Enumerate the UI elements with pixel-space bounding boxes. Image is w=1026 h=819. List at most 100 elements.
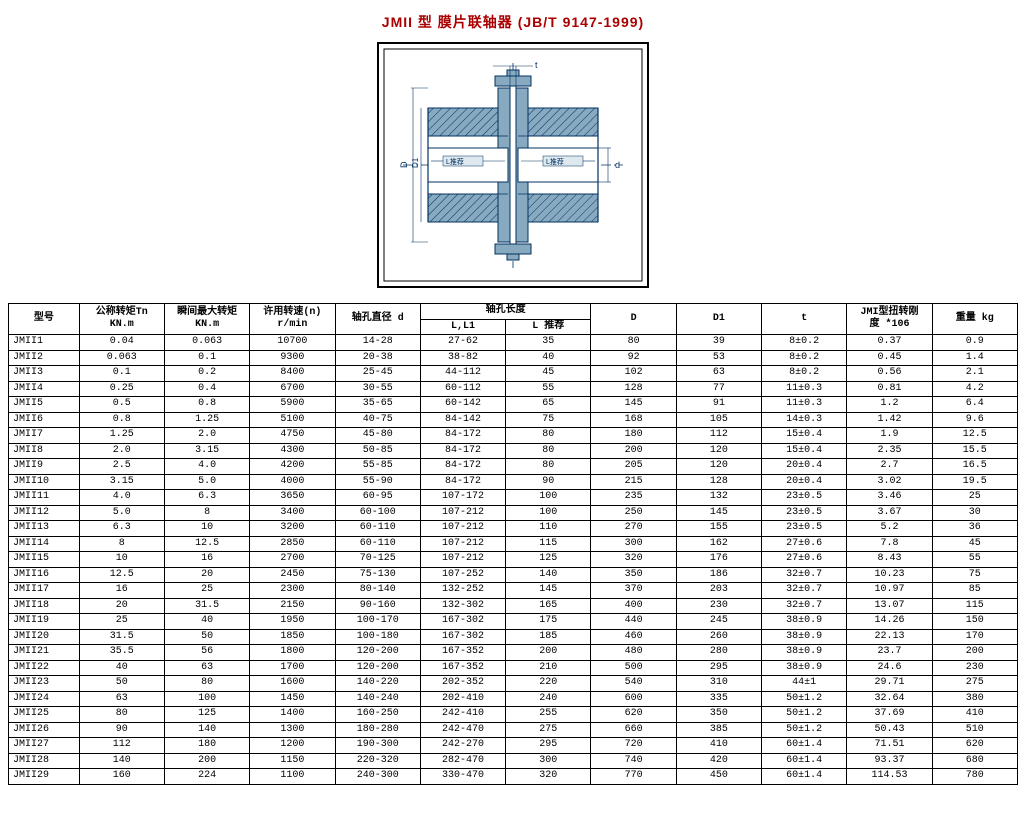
table-cell: 25 — [79, 614, 164, 630]
table-cell: 160-250 — [335, 707, 420, 723]
table-row: JMII136.310320060-110107-21211027015523±… — [9, 521, 1018, 537]
table-cell: 3650 — [250, 490, 335, 506]
table-cell: 35-65 — [335, 397, 420, 413]
table-cell: 27±0.6 — [762, 536, 847, 552]
table-cell: 40-75 — [335, 412, 420, 428]
table-cell: 115 — [506, 536, 591, 552]
table-cell: 20 — [164, 567, 249, 583]
table-cell: 0.37 — [847, 335, 932, 351]
table-cell: 50±1.2 — [762, 691, 847, 707]
table-cell: 60-112 — [420, 381, 505, 397]
table-cell: 44-112 — [420, 366, 505, 382]
table-cell: 1800 — [250, 645, 335, 661]
table-cell: 0.25 — [79, 381, 164, 397]
table-cell: 330-470 — [420, 769, 505, 785]
table-cell: 1.42 — [847, 412, 932, 428]
table-cell: 320 — [591, 552, 676, 568]
table-cell: 1.25 — [164, 412, 249, 428]
table-header: 型号 公称转矩Tn KN.m 瞬间最大转矩 KN.m 许用转速(n) r/min… — [9, 304, 1018, 335]
table-cell: 3.15 — [79, 474, 164, 490]
table-cell: 112 — [79, 738, 164, 754]
table-cell: 100-180 — [335, 629, 420, 645]
table-cell: 107-252 — [420, 567, 505, 583]
table-cell: 300 — [591, 536, 676, 552]
table-cell: 20±0.4 — [762, 474, 847, 490]
table-cell: JMII12 — [9, 505, 80, 521]
table-cell: 162 — [676, 536, 761, 552]
table-cell: 38±0.9 — [762, 614, 847, 630]
table-cell: 2.35 — [847, 443, 932, 459]
table-cell: 63 — [164, 660, 249, 676]
table-cell: 240-300 — [335, 769, 420, 785]
th-bore-d: 轴孔直径 d — [335, 304, 420, 335]
table-cell: 155 — [676, 521, 761, 537]
table-cell: 8400 — [250, 366, 335, 382]
table-cell: 14-28 — [335, 335, 420, 351]
svg-text:L推荐: L推荐 — [546, 157, 564, 166]
table-cell: 120 — [676, 443, 761, 459]
table-cell: 120-200 — [335, 660, 420, 676]
table-cell: 31.5 — [164, 598, 249, 614]
table-row: JMII271121801200190-300242-2702957204106… — [9, 738, 1018, 754]
table-cell: 145 — [591, 397, 676, 413]
table-cell: 202-410 — [420, 691, 505, 707]
table-cell: 230 — [676, 598, 761, 614]
table-row: JMII25801251400160-250242-41025562035050… — [9, 707, 1018, 723]
table-row: JMII281402001150220-320282-4703007404206… — [9, 753, 1018, 769]
table-cell: 100-170 — [335, 614, 420, 630]
table-cell: 167-302 — [420, 614, 505, 630]
table-cell: 80 — [506, 459, 591, 475]
table-cell: 0.56 — [847, 366, 932, 382]
th-stiffness: JMI型扭转刚 度 *106 — [847, 304, 932, 335]
table-cell: 4.0 — [164, 459, 249, 475]
table-cell: 65 — [506, 397, 591, 413]
table-cell: 380 — [932, 691, 1017, 707]
table-cell: 0.1 — [164, 350, 249, 366]
table-cell: 50±1.2 — [762, 722, 847, 738]
table-cell: 8±0.2 — [762, 335, 847, 351]
table-cell: 20 — [79, 598, 164, 614]
table-cell: 14.26 — [847, 614, 932, 630]
table-cell: JMII1 — [9, 335, 80, 351]
table-cell: 84-172 — [420, 474, 505, 490]
table-row: JMII14812.5285060-110107-21211530016227±… — [9, 536, 1018, 552]
table-cell: 500 — [591, 660, 676, 676]
table-cell: JMII17 — [9, 583, 80, 599]
table-row: JMII125.08340060-100107-21210025014523±0… — [9, 505, 1018, 521]
th-L-L1: L,L1 — [420, 319, 505, 335]
table-cell: 2150 — [250, 598, 335, 614]
table-cell: 45 — [506, 366, 591, 382]
table-cell: 31.5 — [79, 629, 164, 645]
table-cell: 8±0.2 — [762, 366, 847, 382]
table-cell: 145 — [506, 583, 591, 599]
svg-text:d: d — [615, 160, 620, 170]
table-cell: 4300 — [250, 443, 335, 459]
table-cell: 1300 — [250, 722, 335, 738]
table-cell: 80 — [506, 443, 591, 459]
table-cell: 60±1.4 — [762, 753, 847, 769]
table-cell: 295 — [506, 738, 591, 754]
table-cell: 10 — [164, 521, 249, 537]
table-cell: 242-270 — [420, 738, 505, 754]
table-cell: 1150 — [250, 753, 335, 769]
table-cell: 0.8 — [164, 397, 249, 413]
table-cell: JMII5 — [9, 397, 80, 413]
th-speed-l1: 许用转速(n) — [263, 307, 321, 318]
table-cell: JMII26 — [9, 722, 80, 738]
table-cell: 15±0.4 — [762, 428, 847, 444]
th-max-torque: 瞬间最大转矩 KN.m — [164, 304, 249, 335]
table-cell: 55-90 — [335, 474, 420, 490]
table-cell: 25 — [932, 490, 1017, 506]
table-cell: 92 — [591, 350, 676, 366]
table-cell: 25-45 — [335, 366, 420, 382]
table-row: JMII30.10.2840025-4544-11245102638±0.20.… — [9, 366, 1018, 382]
table-cell: 200 — [591, 443, 676, 459]
table-cell: 200 — [932, 645, 1017, 661]
table-cell: 140 — [506, 567, 591, 583]
th-nominal-torque-l1: 公称转矩Tn — [96, 307, 148, 318]
table-cell: 220 — [506, 676, 591, 692]
table-cell: 224 — [164, 769, 249, 785]
table-cell: JMII20 — [9, 629, 80, 645]
table-cell: 9300 — [250, 350, 335, 366]
table-cell: 60-142 — [420, 397, 505, 413]
